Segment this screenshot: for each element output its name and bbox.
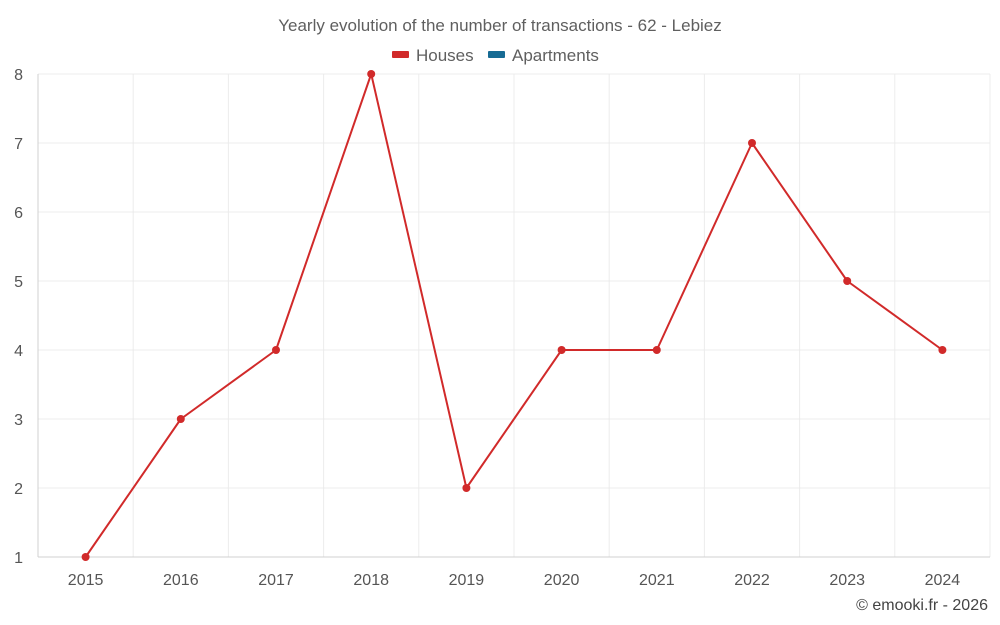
x-tick-label-2021: 2021: [639, 572, 675, 589]
legend: Houses Apartments: [392, 46, 599, 65]
legend-swatch-apartments: [488, 51, 505, 58]
x-tick-label-2015: 2015: [68, 572, 104, 589]
y-tick-label-7: 7: [14, 136, 23, 153]
y-tick-label-4: 4: [14, 343, 23, 360]
data-point-houses-2015[interactable]: [81, 553, 90, 561]
legend-item-houses[interactable]: Houses: [392, 46, 474, 65]
data-point-houses-2024[interactable]: [938, 346, 947, 354]
y-tick-label-2: 2: [14, 481, 23, 498]
x-axis-ticks: 2015 2016 2017 2018 2019 2020 2021 2022 2023 2024: [68, 572, 960, 589]
x-tick-label-2019: 2019: [449, 572, 485, 589]
chart-title: Yearly evolution of the number of transa…: [278, 16, 722, 35]
legend-label-apartments: Apartments: [512, 46, 599, 65]
data-point-houses-2019[interactable]: [462, 484, 471, 492]
data-point-houses-2020[interactable]: [557, 346, 566, 354]
x-tick-label-2020: 2020: [544, 572, 580, 589]
data-point-houses-2017[interactable]: [272, 346, 280, 354]
data-point-houses-2016[interactable]: [176, 415, 185, 423]
data-point-houses-2018[interactable]: [367, 70, 376, 78]
series-line-houses: [84, 73, 943, 558]
y-tick-label-5: 5: [14, 274, 23, 291]
data-point-houses-2023[interactable]: [843, 277, 852, 285]
data-point-houses-2022[interactable]: [748, 139, 756, 147]
y-tick-label-1: 1: [14, 550, 23, 567]
series-houses: [81, 70, 947, 561]
x-tick-label-2023: 2023: [829, 572, 865, 589]
y-tick-label-6: 6: [14, 205, 23, 222]
axes: [37, 74, 990, 558]
legend-label-houses: Houses: [416, 46, 474, 65]
x-tick-label-2017: 2017: [258, 572, 294, 589]
legend-item-apartments[interactable]: Apartments: [488, 46, 599, 65]
y-tick-label-3: 3: [14, 412, 23, 429]
data-point-houses-2021[interactable]: [652, 346, 661, 354]
grid-lines: [37, 73, 991, 557]
x-tick-label-2022: 2022: [734, 572, 770, 589]
credit-text: © emooki.fr - 2026: [856, 597, 988, 614]
x-tick-label-2016: 2016: [163, 572, 199, 589]
y-axis-ticks: 1 2 3 4 5 6 7 8: [14, 67, 23, 567]
x-tick-label-2018: 2018: [353, 572, 389, 589]
y-tick-label-8: 8: [14, 67, 23, 84]
legend-swatch-houses: [392, 51, 409, 58]
x-tick-label-2024: 2024: [925, 572, 961, 589]
